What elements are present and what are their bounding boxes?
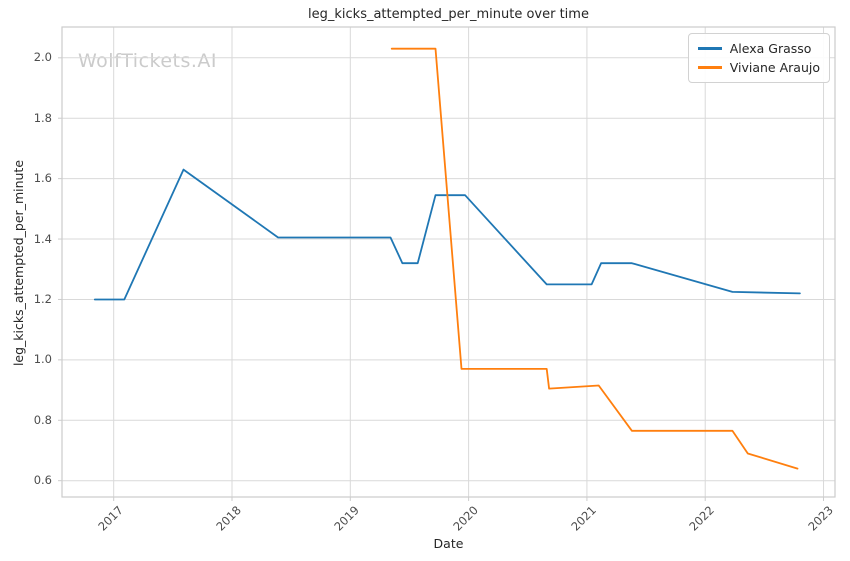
- legend-line-sample: [697, 66, 722, 69]
- legend-item: Alexa Grasso: [697, 39, 820, 58]
- y-tick-label: 1.0: [33, 352, 52, 367]
- y-tick-label: 1.4: [33, 231, 52, 246]
- legend-label: Viviane Araujo: [729, 60, 820, 75]
- y-axis-label: leg_kicks_attempted_per_minute: [11, 159, 26, 367]
- y-tick-label: 1.2: [33, 291, 52, 306]
- y-tick-label: 2.0: [33, 50, 52, 65]
- watermark-text: WolfTickets.AI: [78, 50, 218, 72]
- legend-line-sample: [697, 47, 722, 50]
- y-tick-label: 1.6: [33, 171, 52, 186]
- series-line-alexa-grasso: [93, 168, 801, 301]
- x-axis-label: Date: [433, 536, 464, 551]
- chart-title: leg_kicks_attempted_per_minute over time: [308, 7, 589, 22]
- legend-label: Alexa Grasso: [729, 41, 812, 56]
- y-tick-label: 0.8: [33, 412, 52, 427]
- series-line-viviane-araujo: [390, 47, 799, 470]
- y-tick-label: 0.6: [33, 473, 52, 488]
- y-tick-label: 1.8: [33, 110, 52, 125]
- legend: Alexa Grasso Viviane Araujo: [687, 33, 830, 83]
- legend-item: Viviane Araujo: [697, 58, 820, 77]
- plot-frame: [61, 26, 836, 498]
